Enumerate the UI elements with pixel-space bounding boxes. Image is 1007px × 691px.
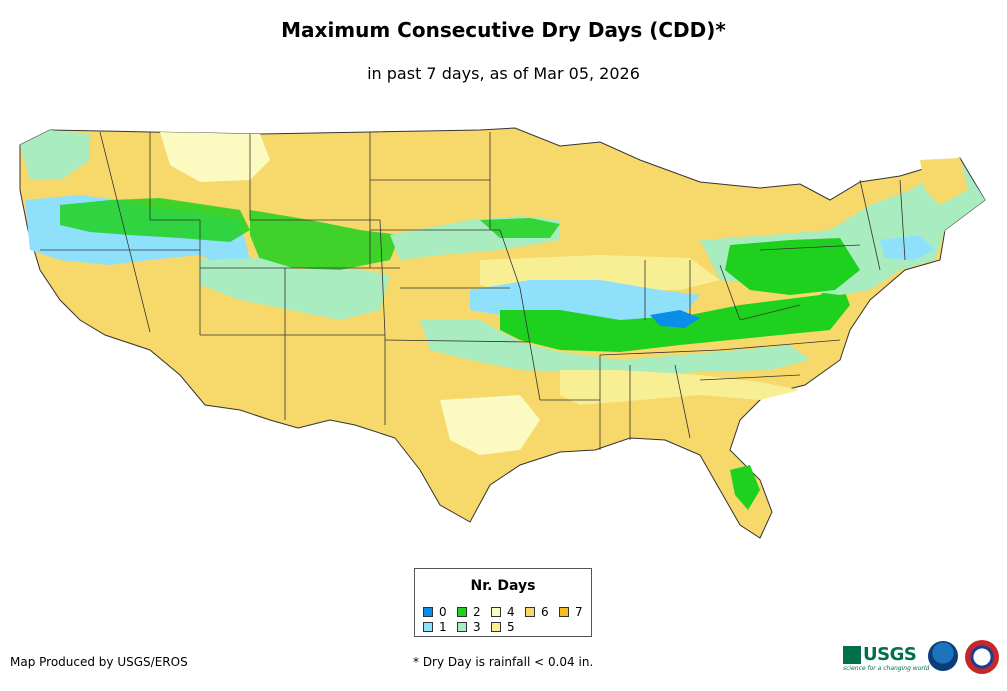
- legend-label: 1: [439, 620, 447, 634]
- map-subtitle: in past 7 days, as of Mar 05, 2026: [367, 64, 640, 83]
- legend-label: 0: [439, 605, 447, 619]
- dry-days-6-zone: [920, 158, 968, 205]
- legend-item: 6: [525, 605, 549, 619]
- legend-swatch: [525, 607, 535, 617]
- usgs-logo: USGS: [843, 644, 917, 665]
- dry-days-2-zone: [250, 210, 400, 270]
- dry-days-1-zone: [880, 235, 935, 260]
- legend: Nr. Days 0 1 2 3 4 5 6 7: [414, 568, 592, 637]
- dry-days-3-zone: [420, 320, 810, 375]
- dry-day-footnote: * Dry Day is rainfall < 0.04 in.: [413, 655, 594, 669]
- usgs-wave-icon: [843, 645, 861, 664]
- legend-item: 0: [423, 605, 447, 619]
- dry-days-4-zone: [440, 395, 540, 455]
- cdd-map: [19, 127, 986, 539]
- legend-item: 2: [457, 605, 481, 619]
- legend-label: 5: [507, 620, 515, 634]
- usgs-tagline: science for a changing world: [843, 665, 930, 672]
- dry-days-0-zone: [650, 310, 700, 328]
- legend-item: 7: [559, 605, 583, 619]
- dry-days-4-zone: [160, 132, 270, 182]
- dry-days-2-zone: [480, 218, 560, 238]
- map-title: Maximum Consecutive Dry Days (CDD)*: [281, 18, 726, 42]
- dry-days-3-zone: [200, 258, 390, 320]
- legend-item: 1: [423, 620, 447, 634]
- legend-label: 6: [541, 605, 549, 619]
- agency-logos: USGS science for a changing world: [843, 636, 1003, 680]
- legend-swatch: [457, 607, 467, 617]
- legend-swatch: [491, 622, 501, 632]
- map-credit: Map Produced by USGS/EROS: [10, 655, 188, 669]
- legend-swatch: [423, 622, 433, 632]
- legend-swatch: [491, 607, 501, 617]
- noaa-logo-icon: [928, 641, 958, 671]
- legend-label: 7: [575, 605, 583, 619]
- state-boundaries: [40, 131, 906, 450]
- legend-label: 3: [473, 620, 481, 634]
- legend-label: 4: [507, 605, 515, 619]
- legend-swatch: [423, 607, 433, 617]
- legend-item: 3: [457, 620, 481, 634]
- legend-title: Nr. Days: [470, 578, 536, 594]
- nws-logo-icon: [965, 640, 999, 674]
- dry-days-2-zone: [500, 280, 850, 352]
- legend-swatch: [559, 607, 569, 617]
- dry-days-3-zone: [20, 130, 90, 180]
- legend-item: 4: [491, 605, 515, 619]
- dry-days-2-zone: [725, 238, 860, 295]
- legend-label: 2: [473, 605, 481, 619]
- legend-swatch: [457, 622, 467, 632]
- legend-item: 5: [491, 620, 515, 634]
- dry-days-2-zone: [730, 465, 760, 510]
- usgs-wordmark: USGS: [863, 644, 917, 665]
